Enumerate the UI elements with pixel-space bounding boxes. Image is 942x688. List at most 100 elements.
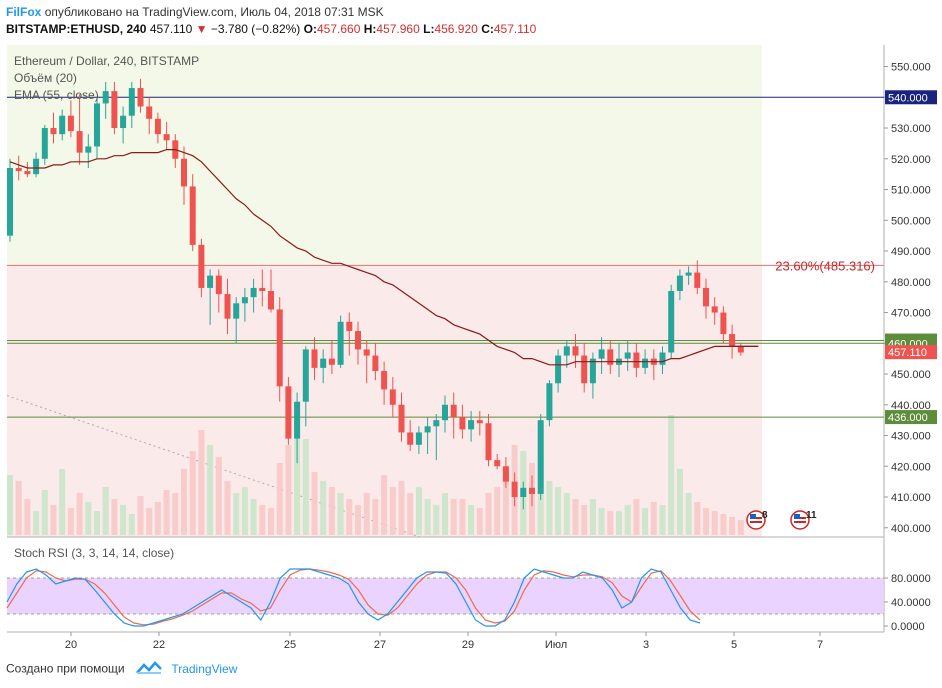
publish-text: опубликовано на TradingView.com, Июль 04… (44, 5, 384, 19)
candle-body (250, 287, 257, 298)
high-label: H: (363, 22, 377, 36)
candle-body (24, 171, 31, 175)
flag-canton (750, 514, 756, 519)
change: −3.780 (−0.82%) (210, 22, 301, 36)
volume-bar (181, 469, 187, 535)
candle-body (372, 355, 379, 371)
volume-bar (659, 505, 666, 535)
volume-bar (67, 508, 74, 535)
volume-bar (85, 502, 92, 535)
candle-body (546, 383, 553, 421)
flag-stripe (750, 521, 762, 523)
volume-bar (59, 469, 66, 535)
price-tick-label: 430.000 (891, 431, 931, 443)
time-tick-label: 7 (817, 639, 823, 651)
candle-body (537, 420, 544, 494)
candle-body (7, 168, 13, 236)
candle-body (276, 309, 283, 387)
volume-legend: Объём (20) (14, 71, 77, 85)
candle-body (624, 352, 631, 359)
candle-body (520, 487, 527, 498)
author-name[interactable]: FilFox (6, 5, 42, 19)
volume-bar (459, 499, 466, 535)
volume-bar (442, 493, 448, 535)
volume-bar (355, 505, 361, 535)
price-tick-label: 550.000 (891, 62, 931, 74)
volume-bar (450, 499, 457, 535)
price-tick-label: 440.000 (891, 400, 931, 412)
volume-bar (7, 475, 13, 535)
candle-body (50, 128, 57, 135)
chart-title: Ethereum / Dollar, 240, BITSTAMP (14, 54, 200, 68)
volume-bar (311, 472, 318, 535)
price-tick-label: 510.000 (891, 185, 931, 197)
price-tick-label: 530.000 (891, 123, 931, 135)
candle-body (207, 275, 214, 288)
volume-bar (624, 505, 631, 535)
volume-bar (555, 487, 562, 535)
candle-body (598, 349, 605, 359)
candle-body (128, 88, 135, 116)
volume-bar (398, 481, 405, 535)
open-value: 457.660 (316, 22, 361, 36)
volume-bar (616, 511, 622, 535)
ema-legend: EMA (55, close) (14, 88, 99, 102)
candle-body (67, 115, 74, 132)
candle-body (111, 91, 118, 129)
volume-bar (285, 445, 292, 535)
volume-bar (207, 445, 214, 535)
stoch-band (7, 578, 884, 614)
candle-body (233, 303, 240, 319)
candle-body (676, 275, 683, 291)
volume-bar (102, 487, 109, 535)
candle-body (163, 134, 170, 141)
volume-bar (189, 451, 196, 535)
candle-body (15, 168, 22, 172)
high-value: 457.960 (376, 22, 420, 36)
volume-bar (737, 520, 744, 535)
candle-body (120, 115, 127, 129)
volume-bar (346, 499, 353, 535)
volume-bar (76, 493, 83, 535)
stoch-tick-label: 80.0000 (891, 573, 931, 585)
volume-bar (485, 493, 492, 535)
volume-bar (241, 487, 248, 535)
volume-bar (363, 493, 370, 535)
time-tick-label: 5 (731, 639, 737, 651)
candle-body (459, 417, 466, 430)
tradingview-link[interactable]: TradingView (171, 661, 238, 676)
last-price: 457.110 (149, 22, 193, 36)
volume-bar (633, 499, 640, 535)
volume-bar (198, 430, 205, 535)
tradingview-logo-icon[interactable] (136, 661, 162, 678)
symbol: BITSTAMP:ETHUSD, 240 (6, 22, 147, 36)
candle-body (563, 346, 570, 356)
volume-bar (685, 493, 692, 535)
candle-body (137, 88, 144, 107)
stoch-tick-label: 40.0000 (891, 597, 931, 609)
candle-body (737, 346, 744, 353)
volume-bar (589, 499, 596, 535)
price-tick-label: 470.000 (891, 308, 931, 320)
volume-bar (711, 511, 718, 535)
candle-body (85, 146, 92, 153)
volume-bar (146, 508, 153, 535)
volume-bar (337, 493, 344, 535)
level-badge (885, 90, 937, 105)
volume-bar (328, 487, 335, 535)
down-triangle-icon: ▼ (195, 22, 208, 36)
stoch-k-line (6, 568, 701, 627)
candle-body (215, 275, 222, 295)
volume-bar (433, 505, 440, 535)
time-tick-label: 22 (153, 639, 165, 651)
candle-body (189, 186, 196, 245)
flag-canton (794, 514, 800, 519)
volume-bar (215, 457, 222, 535)
low-label: L: (423, 22, 435, 36)
low-value: 456.920 (434, 22, 478, 36)
candle-body (607, 349, 614, 365)
volume-bar (50, 505, 57, 535)
volume-bar (163, 490, 170, 535)
candle-body (259, 287, 266, 291)
